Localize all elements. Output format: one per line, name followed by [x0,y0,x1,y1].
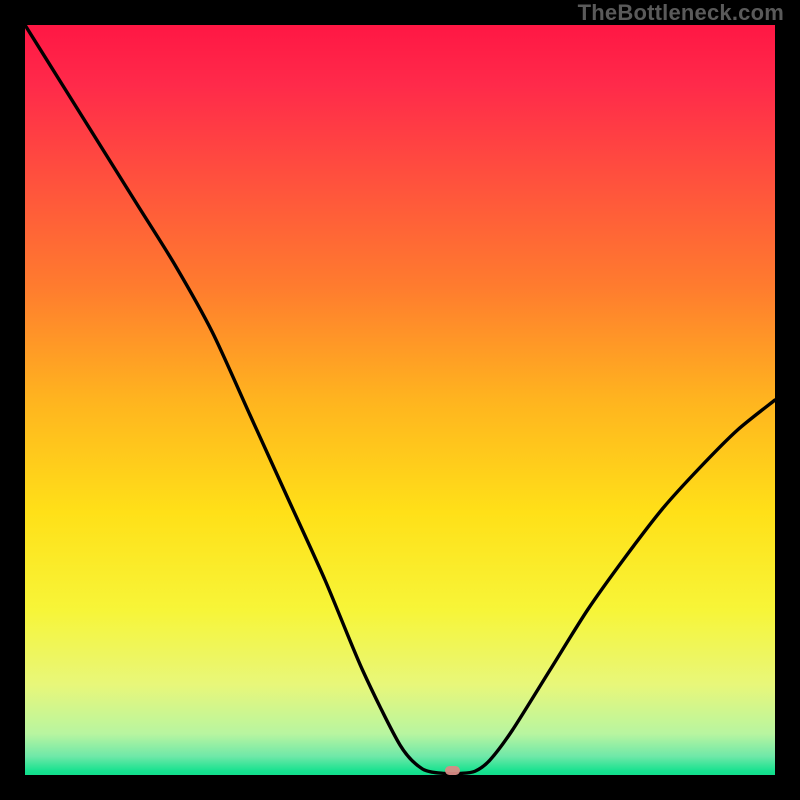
bottleneck-chart [0,0,800,800]
valley-marker [445,766,460,775]
plot-gradient-background [25,25,775,775]
chart-stage: TheBottleneck.com [0,0,800,800]
